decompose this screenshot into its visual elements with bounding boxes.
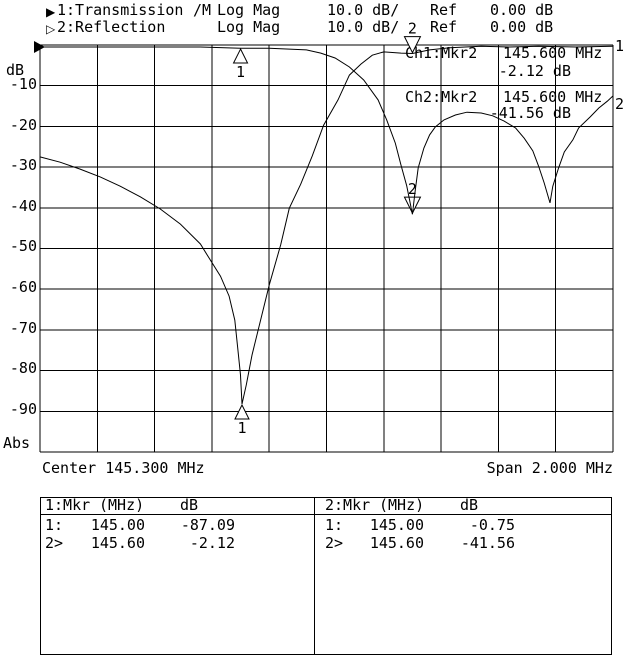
table1-row2-freq: 145.60	[90, 534, 145, 552]
y-tick-minus90: -90	[9, 400, 37, 418]
table2-row2-freq: 145.60	[369, 534, 424, 552]
table1-header-freq-col: (MHz)	[99, 496, 145, 514]
table2-header-freq-col: (MHz)	[379, 496, 425, 514]
channel1-scale-label: 10.0 dB/	[327, 1, 400, 19]
channel1-active-marker-icon: ▶	[46, 5, 56, 19]
table2-row1-db: -0.75	[469, 516, 515, 534]
table1-row1-freq: 145.00	[90, 516, 145, 534]
y-tick-minus60: -60	[9, 278, 37, 296]
table1-row1-db: -87.09	[180, 516, 235, 534]
marker-table-box	[40, 497, 612, 655]
y-tick-minus10: -10	[9, 75, 37, 93]
channel1-format-label: Log Mag	[217, 1, 281, 19]
y-axis-mode-label: Abs	[3, 434, 31, 452]
channel1-ref-label: Ref	[430, 1, 458, 19]
channel2-scale-label: 10.0 dB/	[327, 18, 400, 36]
channel1-memory-math-label: /M	[193, 1, 212, 19]
table1-header-title: 1:Mkr	[45, 496, 91, 514]
table1-row1-marker: 1:	[45, 516, 64, 534]
channel2-ref-label: Ref	[430, 18, 458, 36]
table2-header-title: 2:Mkr	[325, 496, 371, 514]
marker-table-header-rule	[40, 514, 612, 515]
marker-table-divider	[314, 497, 315, 655]
table1-row2-db: -2.12	[189, 534, 235, 552]
channel1-ref-value: 0.00 dB	[490, 1, 554, 19]
table2-row2-db: -41.56	[460, 534, 515, 552]
y-tick-minus70: -70	[9, 319, 37, 337]
table1-header-db-col: dB	[180, 496, 199, 514]
channel2-marker-icon: ▷	[46, 22, 56, 36]
channel2-measurement-label: 2:Reflection	[57, 18, 166, 36]
y-tick-minus50: -50	[9, 237, 37, 255]
table2-header-db-col: dB	[460, 496, 479, 514]
x-axis-span-label: Span 2.000 MHz	[486, 459, 613, 477]
x-axis-center-label: Center 145.300 MHz	[42, 459, 205, 477]
table2-row2-marker: 2>	[325, 534, 344, 552]
y-tick-minus40: -40	[9, 197, 37, 215]
y-axis-unit-label: dB	[6, 61, 25, 79]
y-tick-minus20: -20	[9, 116, 37, 134]
y-tick-minus30: -30	[9, 156, 37, 174]
y-tick-minus80: -80	[9, 359, 37, 377]
table2-row1-freq: 145.00	[369, 516, 424, 534]
table1-row2-marker: 2>	[45, 534, 64, 552]
channel2-format-label: Log Mag	[217, 18, 281, 36]
channel1-measurement-label: 1:Transmission	[57, 1, 184, 19]
table2-row1-marker: 1:	[325, 516, 344, 534]
channel2-ref-value: 0.00 dB	[490, 18, 554, 36]
